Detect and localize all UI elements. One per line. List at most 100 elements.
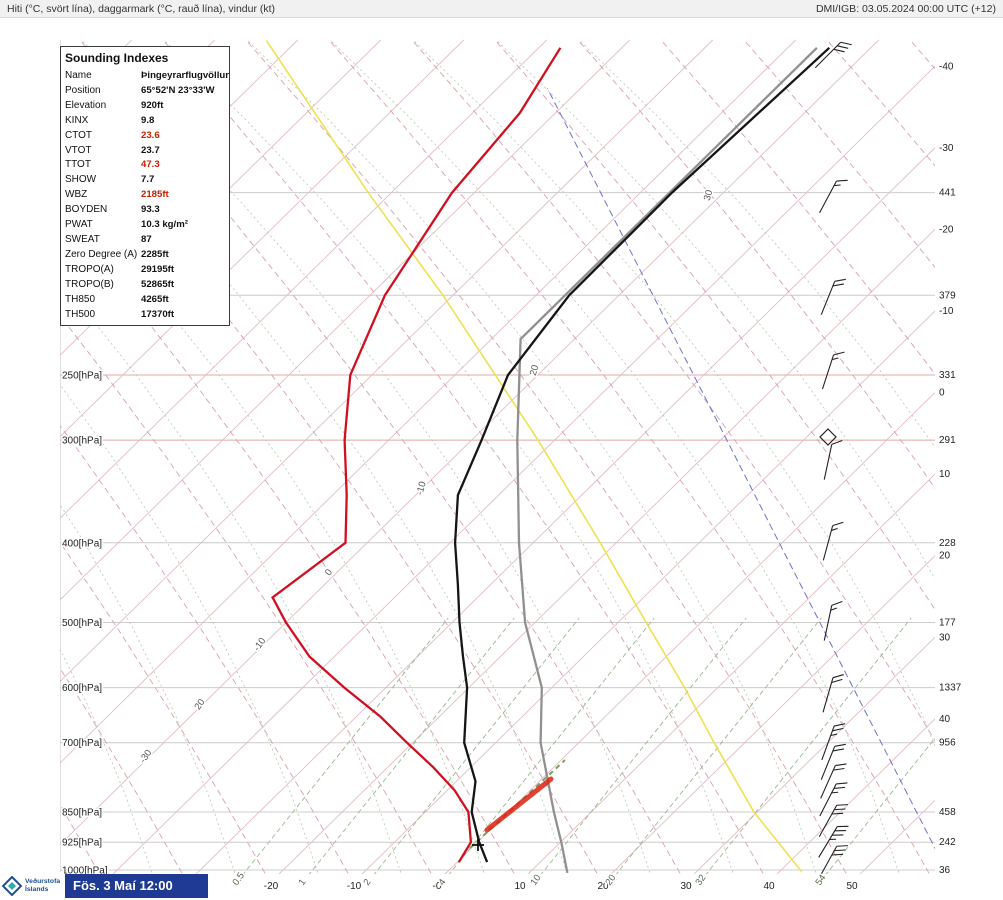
index-label: TTOT xyxy=(65,159,91,171)
index-row: SHOW 7.7 xyxy=(61,173,229,188)
isotherm-bottom-label: 20 xyxy=(597,881,609,892)
wind-barb-icon xyxy=(818,845,848,879)
isotherm-right-label: 30 xyxy=(939,632,951,643)
wind-barb-icon xyxy=(822,521,844,561)
moist-adiabat-line xyxy=(163,40,734,874)
model-run-text: DMI/IGB: 03.05.2024 00:00 UTC (+12) xyxy=(815,2,996,15)
dry-adiabat-line xyxy=(660,40,935,375)
index-row: TH500 17370ft xyxy=(61,308,229,323)
moist-adiabat-line xyxy=(60,504,236,874)
adiabat-label: 20 xyxy=(192,697,207,712)
wind-barb-icon xyxy=(823,600,843,641)
isotherm-line xyxy=(935,40,1003,882)
pressure-label: 400[hPa] xyxy=(62,538,102,549)
isotherm-line xyxy=(859,799,935,874)
wind-barb-icon xyxy=(819,782,848,817)
height-label: 1337 xyxy=(939,683,962,694)
vedurstofa-logo: Veðurstofa Íslands xyxy=(2,872,64,899)
pressure-label: 600[hPa] xyxy=(62,683,102,694)
dry-adiabat-line xyxy=(60,667,183,874)
vedurstofa-logo-icon xyxy=(2,875,22,896)
datetime-bar: Fös. 3 Maí 12:00 xyxy=(65,874,208,898)
isotherm-bottom-label: -20 xyxy=(264,881,279,892)
adiabat-label: 20 xyxy=(528,364,541,377)
top-info-bar: Hiti (°C, svört lína), daggarmark (°C, r… xyxy=(0,0,1003,18)
wind-barb-icon xyxy=(820,743,846,780)
dry-adiabat-line xyxy=(60,314,432,874)
moist-adiabat-line xyxy=(60,383,319,874)
pressure-label: 850[hPa] xyxy=(62,808,102,819)
index-label: TROPO(A) xyxy=(65,263,114,275)
isotherm-line xyxy=(60,40,714,683)
isotherm-right-label: 20 xyxy=(939,551,951,562)
isotherm-bottom-label: 10 xyxy=(514,881,526,892)
isotherm-line xyxy=(60,40,465,438)
index-row: WBZ 2185ft xyxy=(61,188,229,203)
isotherm-line xyxy=(444,391,935,874)
isotherm-right-label: -40 xyxy=(939,61,954,72)
mixing-ratio-line xyxy=(308,617,515,874)
index-value: 52865ft xyxy=(141,278,175,290)
wind-barb-icon xyxy=(823,439,843,480)
index-row: TROPO(A) 29195ft xyxy=(61,263,229,278)
moist-adiabat-line xyxy=(329,40,900,874)
isotherm-bottom-label: 50 xyxy=(846,881,858,892)
index-label: Name xyxy=(65,70,92,81)
wind-barb-icon xyxy=(821,351,845,390)
index-label: TH850 xyxy=(65,293,96,305)
wind-barb-icon xyxy=(822,674,844,713)
index-label: SHOW xyxy=(65,174,97,186)
adiabat-label: -10 xyxy=(414,480,428,496)
index-row: SWEAT 87 xyxy=(61,233,229,248)
dry-adiabat-line xyxy=(986,32,1003,882)
index-value: 17370ft xyxy=(141,308,175,320)
dry-adiabat-line xyxy=(411,40,935,742)
wind-barbs xyxy=(814,41,852,879)
wind-barb-icon xyxy=(819,179,848,214)
wind-barb-icon xyxy=(814,41,852,69)
isotherm-right-label: -30 xyxy=(939,143,954,154)
mixing-ratio-line xyxy=(373,617,580,874)
height-label: 177 xyxy=(939,618,956,629)
index-row: PWAT 10.3 kg/m² xyxy=(61,218,229,233)
index-value: 23.7 xyxy=(141,144,160,156)
adiabat-label: 30 xyxy=(702,189,715,202)
height-label: 379 xyxy=(939,290,956,301)
dry-adiabat-line xyxy=(60,210,515,874)
wind-barb-icon xyxy=(821,723,846,761)
dry-adiabat-line xyxy=(494,40,935,611)
isotherm-bottom-label: 30 xyxy=(680,881,692,892)
moist-adiabat-line xyxy=(246,40,817,874)
index-value: 2285ft xyxy=(141,248,169,260)
index-row: Position 65°52'N 23°33'W xyxy=(61,84,229,99)
moist-adiabat-line xyxy=(60,279,402,874)
mixing-ratio-line xyxy=(615,617,822,874)
mixing-ratio-line xyxy=(540,617,747,874)
panel-title: Sounding Indexes xyxy=(65,51,169,65)
pressure-label: 300[hPa] xyxy=(62,436,102,447)
index-value: 2185ft xyxy=(141,189,169,201)
isotherm-line xyxy=(60,40,382,356)
isotherm-line xyxy=(195,147,935,874)
index-label: Position xyxy=(65,84,101,96)
isotherm-line xyxy=(610,555,935,874)
index-value: 23.6 xyxy=(141,129,160,141)
index-label: WBZ xyxy=(65,189,88,201)
pressure-label: 700[hPa] xyxy=(62,738,102,749)
datetime-text: Fös. 3 Maí 12:00 xyxy=(73,878,173,893)
axis-labels: 250[hPa] 300[hPa] 400[hPa] 500[hPa] 600[hPa]… xyxy=(61,60,964,894)
height-label: 331 xyxy=(939,370,956,381)
sounding-indexes-panel: Sounding Indexes Name Þingeyrarflugvöllur… xyxy=(60,46,230,327)
height-label: 291 xyxy=(939,435,956,446)
dry-adiabat-line xyxy=(328,40,930,874)
isotherm-bottom-label: 40 xyxy=(763,881,775,892)
wind-barb-icon xyxy=(820,278,846,315)
index-row: KINX 9.8 xyxy=(61,114,229,129)
index-row: TH850 4265ft xyxy=(61,293,229,308)
mixing-ratio-label: 10 xyxy=(528,873,543,888)
index-row: Elevation 920ft xyxy=(61,99,229,114)
dry-adiabat-line xyxy=(245,40,847,874)
moist-adiabat-line xyxy=(578,40,935,448)
isotherm-right-label: -10 xyxy=(939,306,954,317)
